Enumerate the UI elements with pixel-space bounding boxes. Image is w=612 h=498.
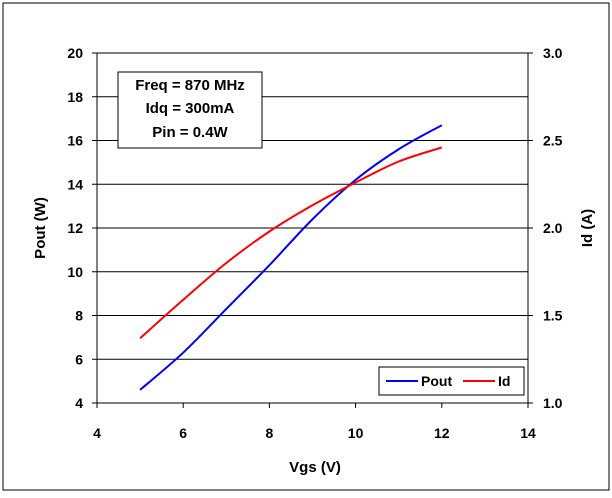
outer-frame bbox=[2, 2, 610, 491]
left-y-tick-label: 18 bbox=[67, 89, 83, 105]
right-y-axis-ticks: 1.0 1.5 2.0 2.5 3.0 bbox=[528, 45, 563, 411]
legend-label-pout: Pout bbox=[421, 373, 452, 389]
annotation-line-freq: Freq = 870 MHz bbox=[135, 77, 245, 94]
right-y-tick-label: 1.5 bbox=[543, 308, 563, 324]
x-tick-label: 6 bbox=[179, 425, 187, 441]
series-line-id bbox=[139, 146, 443, 339]
left-y-axis-title: Pout (W) bbox=[32, 197, 49, 259]
right-y-tick-label: 2.5 bbox=[543, 133, 563, 149]
left-y-tick-label: 10 bbox=[67, 264, 83, 280]
right-y-tick-label: 3.0 bbox=[543, 45, 563, 61]
x-axis-ticks: 4 6 8 10 12 14 bbox=[93, 403, 536, 441]
left-y-tick-label: 8 bbox=[75, 308, 83, 324]
right-y-tick-label: 1.0 bbox=[543, 395, 563, 411]
left-y-tick-label: 20 bbox=[67, 45, 83, 61]
right-y-axis-title: Id (A) bbox=[579, 209, 596, 247]
series-lines bbox=[139, 124, 443, 391]
left-y-tick-label: 16 bbox=[67, 133, 83, 149]
right-y-tick-label: 2.0 bbox=[543, 220, 563, 236]
left-y-tick-label: 6 bbox=[75, 351, 83, 367]
legend: Pout Id bbox=[378, 366, 525, 396]
annotation-box: Freq = 870 MHz Idq = 300mA Pin = 0.4W bbox=[117, 71, 263, 149]
x-tick-label: 14 bbox=[520, 425, 536, 441]
x-tick-label: 12 bbox=[434, 425, 450, 441]
annotation-frame bbox=[117, 71, 263, 149]
x-axis-title: Vgs (V) bbox=[289, 459, 341, 476]
annotation-line-idq: Idq = 300mA bbox=[146, 100, 235, 117]
annotation-line-pin: Pin = 0.4W bbox=[152, 124, 228, 141]
left-y-tick-label: 14 bbox=[67, 176, 83, 192]
x-tick-label: 10 bbox=[348, 425, 364, 441]
series-line-pout bbox=[139, 124, 443, 391]
left-y-tick-label: 12 bbox=[67, 220, 83, 236]
left-y-axis-ticks: 4 6 8 10 12 14 16 18 20 bbox=[67, 45, 97, 411]
legend-label-id: Id bbox=[498, 373, 510, 389]
x-tick-label: 8 bbox=[266, 425, 274, 441]
x-tick-label: 4 bbox=[93, 425, 101, 441]
left-y-tick-label: 4 bbox=[75, 395, 83, 411]
